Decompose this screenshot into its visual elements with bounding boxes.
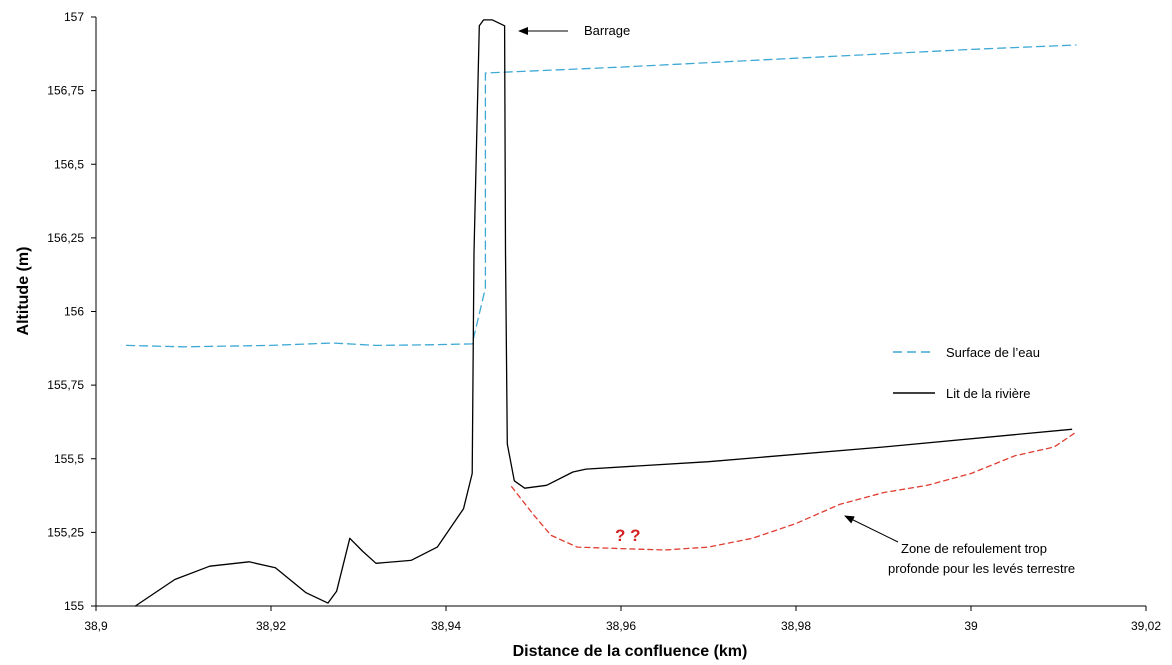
barrage-label: Barrage bbox=[584, 23, 630, 38]
y-tick-label: 155,5 bbox=[54, 452, 84, 466]
zone-label-line1: Zone de refoulement trop bbox=[901, 541, 1047, 556]
y-axis-title: Altitude (m) bbox=[15, 247, 32, 336]
series-layer bbox=[125, 19, 1077, 607]
x-ticks: 38,9 38,92 38,94 38,96 38,98 39 39,02 bbox=[84, 606, 1161, 633]
legend-label-water: Surface de l’eau bbox=[946, 345, 1040, 360]
y-tick-label: 155,25 bbox=[47, 525, 84, 539]
x-tick-label: 39 bbox=[964, 619, 978, 633]
y-tick-label: 156,25 bbox=[47, 231, 84, 245]
y-tick-label: 155 bbox=[64, 599, 84, 613]
zone-arrow bbox=[844, 515, 899, 543]
y-tick-label: 156 bbox=[64, 305, 84, 319]
x-tick-label: 38,92 bbox=[256, 619, 286, 633]
zone-label-line2: profonde pour les levés terrestre bbox=[888, 561, 1075, 576]
x-tick-label: 38,9 bbox=[84, 619, 108, 633]
question-marks: ? ? bbox=[615, 526, 641, 545]
y-tick-label: 156,5 bbox=[54, 157, 84, 171]
x-tick-label: 38,96 bbox=[606, 619, 636, 633]
y-tick-label: 157 bbox=[64, 10, 84, 24]
series-line-river-bed bbox=[134, 19, 1073, 607]
legend: Surface de l’eau Lit de la rivière bbox=[893, 345, 1040, 401]
series-line-deep-zone bbox=[510, 431, 1077, 551]
series-line-water-surface bbox=[125, 44, 1077, 348]
x-tick-label: 38,98 bbox=[781, 619, 811, 633]
y-tick-label: 156,75 bbox=[47, 84, 84, 98]
x-tick-label: 38,94 bbox=[431, 619, 461, 633]
annotations: Barrage Zone de refoulement trop profond… bbox=[518, 23, 1075, 576]
legend-label-bed: Lit de la rivière bbox=[946, 386, 1031, 401]
axes bbox=[95, 17, 1146, 607]
y-tick-label: 155,75 bbox=[47, 378, 84, 392]
y-ticks: 155 155,25 155,5 155,75 156 156,25 156,5 156,75… bbox=[47, 10, 96, 613]
x-axis-title: Distance de la confluence (km) bbox=[513, 643, 748, 660]
x-tick-label: 39,02 bbox=[1131, 619, 1161, 633]
